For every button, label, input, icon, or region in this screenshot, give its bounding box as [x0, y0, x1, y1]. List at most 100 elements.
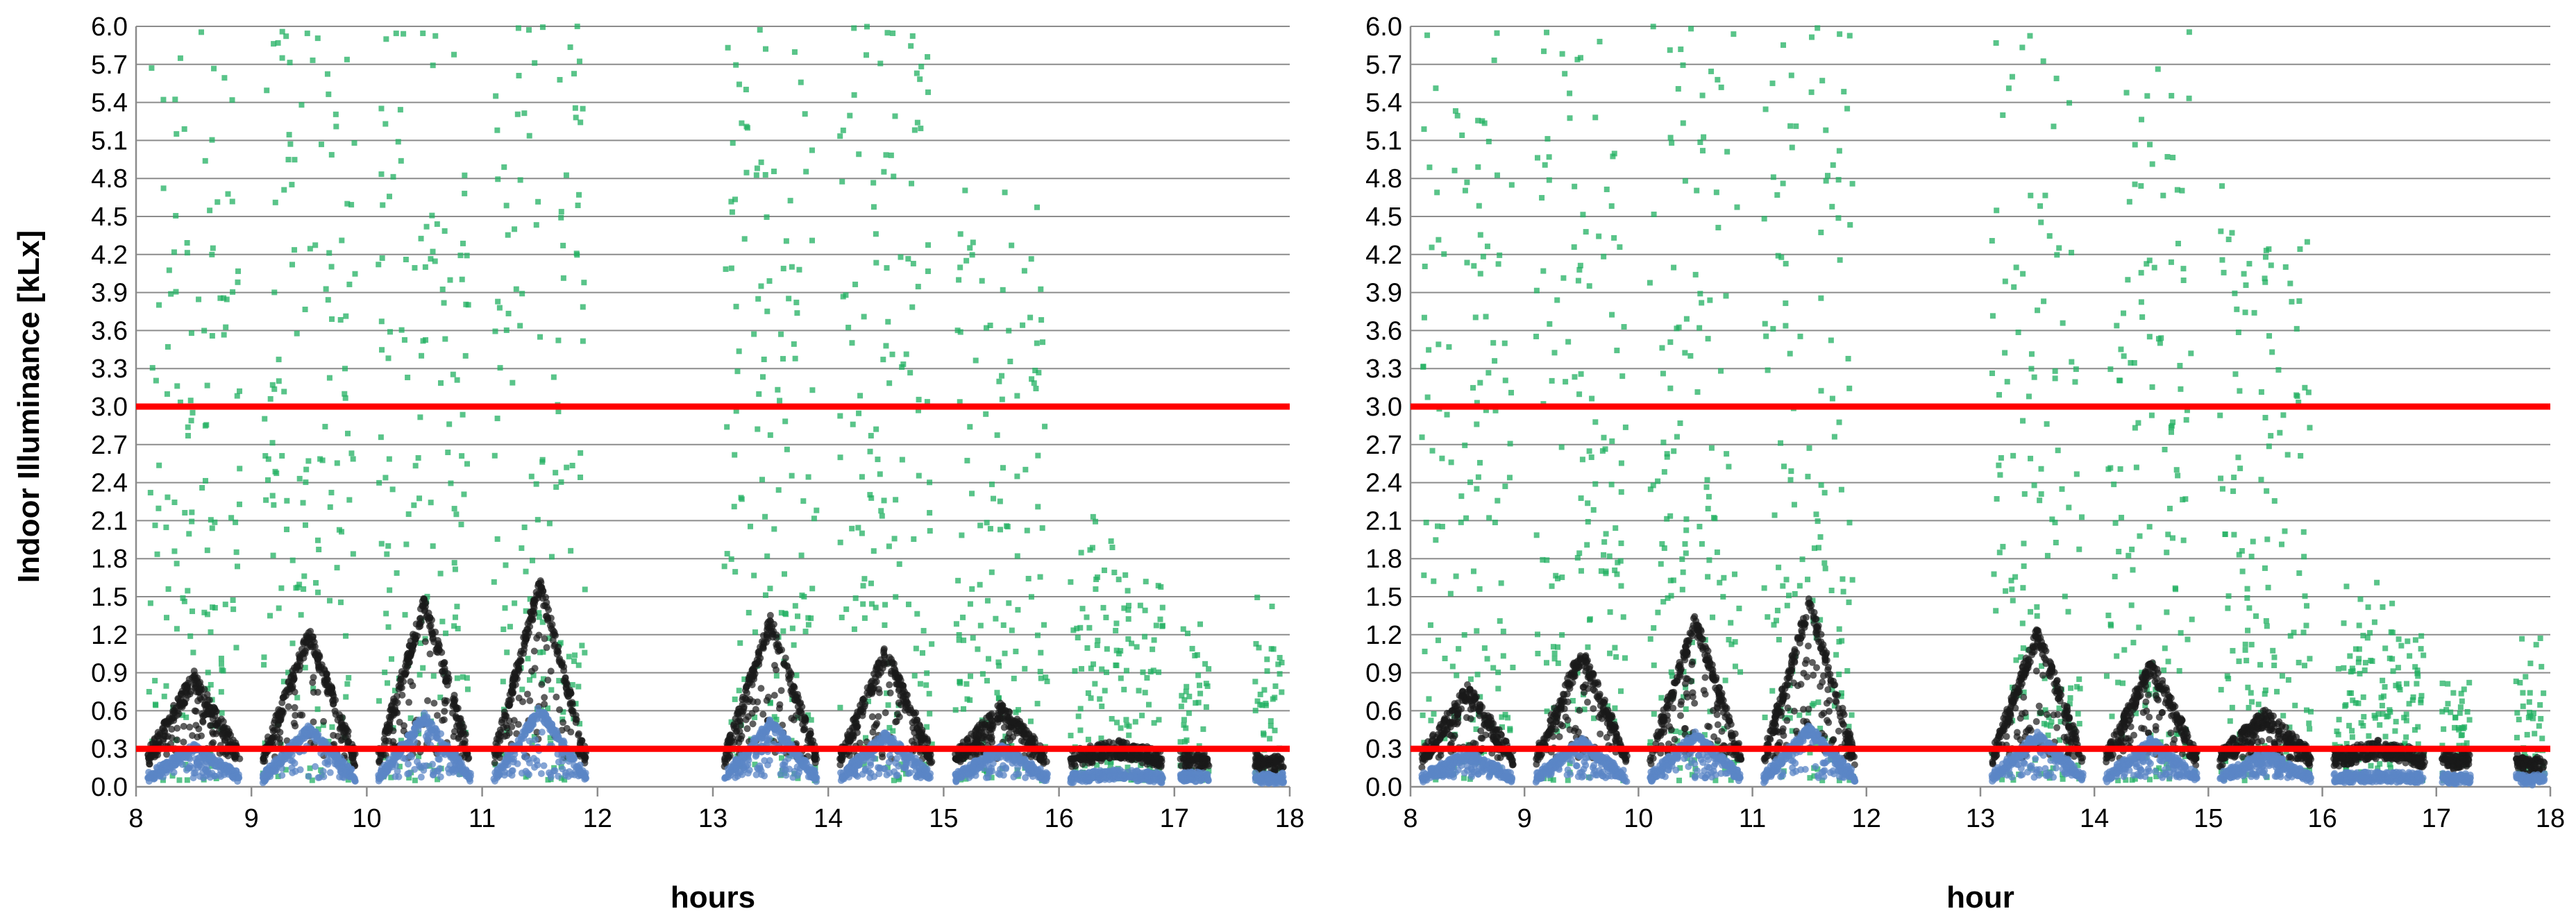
data-point-green — [1151, 719, 1157, 726]
data-point-green — [342, 391, 348, 397]
data-point-green — [344, 201, 351, 207]
data-point-black — [749, 720, 757, 728]
data-point-black — [572, 711, 580, 719]
data-point-green — [146, 688, 152, 695]
data-point-green — [1155, 583, 1161, 589]
data-point-green — [863, 52, 869, 58]
data-point-green — [909, 180, 915, 187]
data-point-black — [276, 712, 284, 719]
data-point-green — [1031, 380, 1037, 386]
data-point-black — [416, 615, 423, 622]
data-point-black — [1259, 760, 1267, 768]
data-point-blue — [761, 757, 768, 765]
data-point-black — [915, 727, 923, 735]
data-point-green — [210, 604, 216, 611]
data-point-green — [378, 318, 385, 325]
data-point-green — [733, 303, 739, 309]
data-point-green — [348, 450, 355, 457]
data-point-green — [235, 279, 241, 285]
data-point-green — [1146, 701, 1152, 708]
data-point-black — [1193, 754, 1200, 762]
data-point-blue — [582, 774, 589, 782]
data-point-green — [927, 479, 933, 486]
data-point-green — [1038, 675, 1044, 681]
data-point-black — [759, 710, 767, 718]
data-point-green — [556, 678, 562, 684]
data-point-green — [843, 606, 850, 613]
data-point-black — [1116, 753, 1124, 761]
data-point-black — [544, 676, 552, 684]
data-point-black — [419, 602, 426, 610]
data-point-black — [998, 709, 1006, 717]
data-point-green — [234, 393, 240, 399]
data-point-green — [1144, 674, 1150, 681]
data-point-green — [758, 283, 764, 289]
data-point-green — [233, 549, 239, 555]
data-point-blue — [228, 766, 236, 774]
data-point-green — [979, 278, 985, 284]
data-point-blue — [448, 767, 456, 774]
data-point-green — [993, 615, 999, 622]
data-point-green — [285, 157, 292, 163]
data-point-green — [843, 292, 849, 298]
data-point-green — [1186, 710, 1192, 716]
data-point-green — [212, 519, 218, 525]
data-point-green — [1184, 683, 1190, 690]
data-point-green — [799, 593, 805, 599]
data-point-green — [805, 622, 811, 628]
data-point-green — [1108, 759, 1114, 765]
data-point-black — [292, 663, 300, 670]
data-point-green — [1125, 765, 1131, 771]
data-point-black — [879, 753, 886, 761]
data-point-black — [285, 703, 292, 710]
data-point-green — [1181, 722, 1187, 728]
data-point-black — [1091, 753, 1099, 760]
data-point-green — [491, 579, 497, 585]
data-point-green — [789, 625, 795, 631]
data-point-green — [811, 516, 817, 522]
data-point-green — [393, 31, 399, 37]
data-point-green — [580, 105, 586, 112]
data-point-green — [837, 454, 843, 461]
data-point-green — [527, 596, 533, 602]
data-point-green — [814, 507, 820, 513]
data-point-green — [452, 566, 458, 572]
data-point-green — [1114, 719, 1120, 726]
data-point-green — [503, 203, 510, 209]
data-point-green — [459, 276, 465, 282]
data-point-blue — [559, 758, 566, 765]
data-point-green — [885, 702, 891, 708]
data-point-green — [269, 440, 276, 446]
data-point-green — [793, 299, 800, 305]
data-point-green — [1039, 525, 1045, 531]
data-point-green — [348, 202, 355, 208]
data-point-green — [762, 592, 768, 598]
data-point-green — [1089, 545, 1095, 551]
y-tick-label: 6.0 — [91, 12, 128, 42]
data-point-green — [1006, 600, 1012, 606]
data-point-green — [1099, 666, 1105, 672]
data-point-green — [560, 242, 566, 248]
data-point-black — [988, 738, 996, 746]
data-point-black — [527, 608, 534, 616]
data-point-green — [567, 44, 573, 51]
data-point-green — [448, 480, 454, 486]
data-point-green — [412, 265, 418, 271]
data-point-green — [286, 132, 292, 138]
data-point-black — [790, 716, 798, 724]
data-point-green — [578, 474, 584, 480]
data-point-green — [219, 667, 225, 673]
data-point-green — [1277, 671, 1283, 677]
data-point-green — [1183, 688, 1189, 695]
data-point-green — [302, 665, 308, 671]
data-point-green — [957, 231, 963, 237]
data-point-green — [517, 177, 523, 183]
data-point-black — [520, 649, 528, 657]
data-point-green — [208, 517, 214, 523]
data-point-blue — [784, 739, 792, 747]
data-point-green — [165, 586, 171, 592]
data-point-green — [809, 237, 815, 244]
data-point-green — [326, 597, 332, 604]
data-point-green — [967, 424, 973, 430]
data-point-green — [995, 659, 1002, 665]
